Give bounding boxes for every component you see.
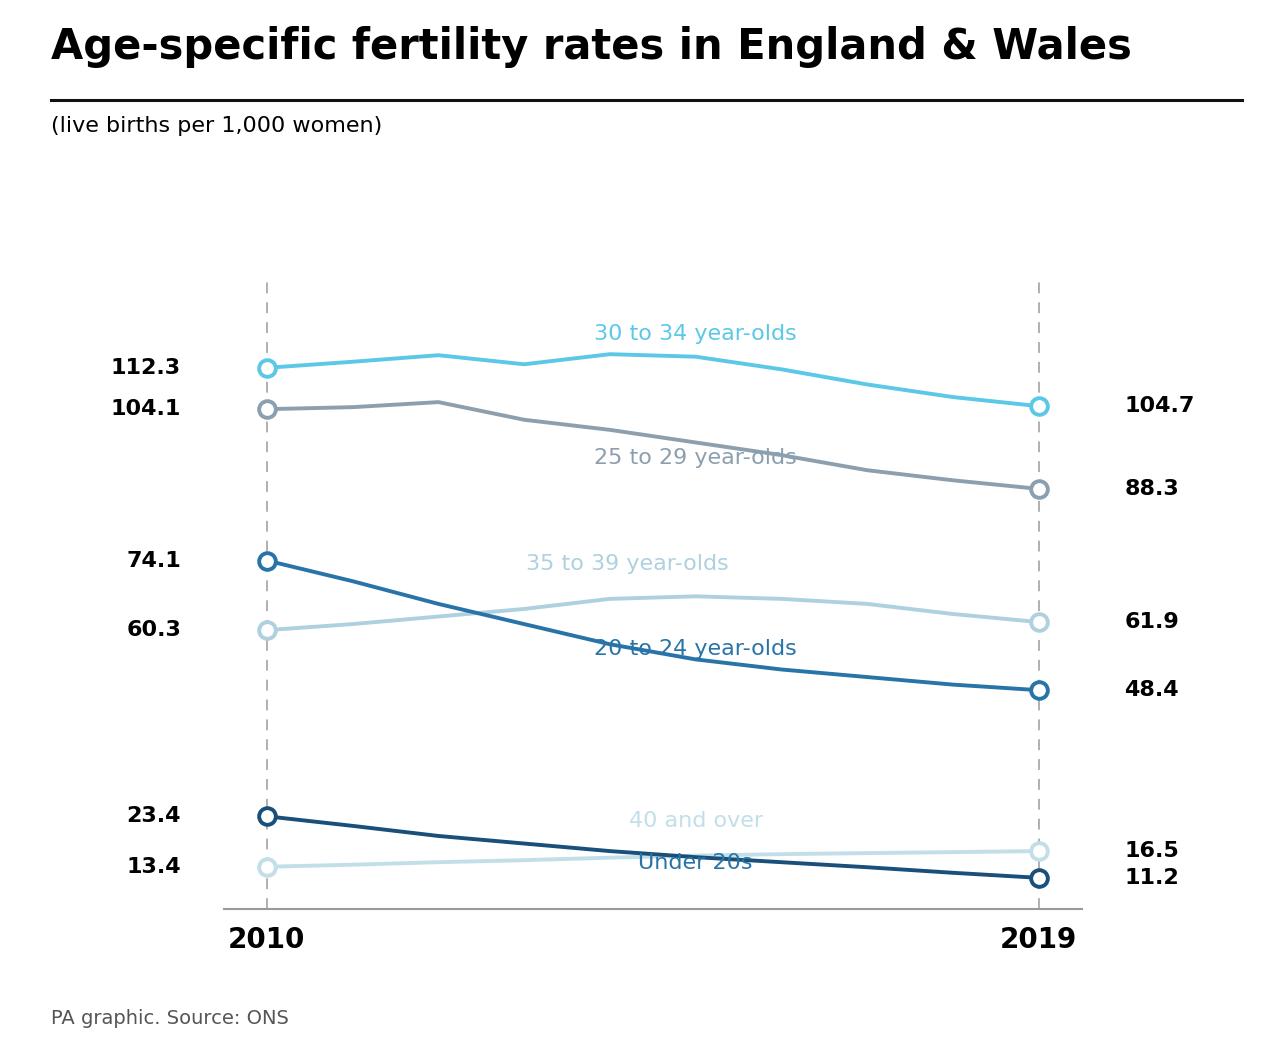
Text: 61.9: 61.9 xyxy=(1125,612,1179,632)
Text: Under 20s: Under 20s xyxy=(639,852,753,872)
Text: (live births per 1,000 women): (live births per 1,000 women) xyxy=(51,116,383,136)
Text: 35 to 39 year-olds: 35 to 39 year-olds xyxy=(526,554,728,574)
Text: 104.7: 104.7 xyxy=(1125,396,1194,416)
Text: 20 to 24 year-olds: 20 to 24 year-olds xyxy=(594,639,797,659)
Text: PA graphic. Source: ONS: PA graphic. Source: ONS xyxy=(51,1009,289,1028)
Text: 30 to 34 year-olds: 30 to 34 year-olds xyxy=(594,324,797,344)
Text: 11.2: 11.2 xyxy=(1125,868,1179,888)
Text: 40 and over: 40 and over xyxy=(628,810,763,831)
Text: 74.1: 74.1 xyxy=(127,551,182,571)
Text: 13.4: 13.4 xyxy=(127,857,182,877)
Text: 88.3: 88.3 xyxy=(1125,479,1179,499)
Text: Age-specific fertility rates in England & Wales: Age-specific fertility rates in England … xyxy=(51,26,1132,68)
Text: 48.4: 48.4 xyxy=(1125,680,1179,700)
Text: 60.3: 60.3 xyxy=(127,620,182,640)
Text: 23.4: 23.4 xyxy=(127,806,182,826)
Text: 16.5: 16.5 xyxy=(1125,841,1179,861)
Text: 25 to 29 year-olds: 25 to 29 year-olds xyxy=(594,448,797,468)
Text: 104.1: 104.1 xyxy=(111,399,182,419)
Text: 112.3: 112.3 xyxy=(111,357,182,377)
